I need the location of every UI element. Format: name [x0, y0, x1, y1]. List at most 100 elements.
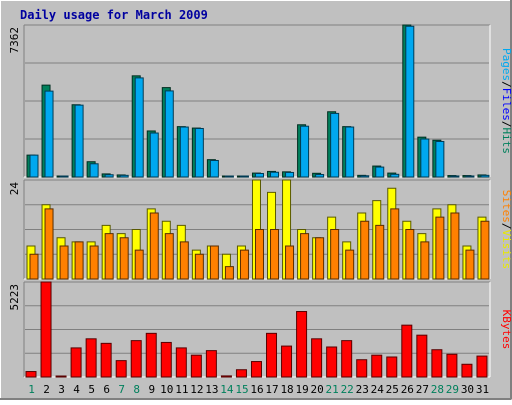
legend-part: KBytes [500, 310, 512, 350]
bar-kbytes [205, 350, 217, 378]
bar-pages [29, 154, 39, 178]
bar-kbytes [371, 354, 383, 378]
bar-pages [194, 127, 204, 178]
x-tick-label: 26 [401, 383, 414, 396]
x-tick-label: 29 [446, 383, 459, 396]
bar-pages [345, 126, 355, 178]
bar-pages [179, 126, 189, 178]
bar-sites [179, 241, 189, 280]
bar-sites [435, 216, 445, 280]
x-tick-label: 17 [265, 383, 278, 396]
bar-pages [164, 90, 174, 178]
bar-sites [480, 220, 490, 280]
x-tick-label: 31 [476, 383, 489, 396]
bar-sites [450, 212, 460, 280]
x-tick-label: 9 [148, 383, 155, 396]
bar-kbytes [40, 281, 52, 378]
bar-kbytes [416, 334, 428, 378]
x-tick-label: 14 [220, 383, 234, 396]
bar-kbytes [175, 347, 187, 378]
bar-sites [390, 208, 400, 280]
bar-sites [59, 245, 69, 280]
bar-kbytes [25, 371, 37, 378]
x-tick-label: 12 [190, 383, 203, 396]
bar-pages [254, 172, 264, 178]
x-tick-label: 19 [295, 383, 308, 396]
bar-kbytes [250, 361, 262, 378]
x-tick-label: 13 [205, 383, 218, 396]
legend-part: / [500, 81, 512, 88]
x-tick-label: 7 [118, 383, 125, 396]
bar-kbytes [476, 355, 488, 378]
bar-pages [465, 175, 475, 178]
x-tick-label: 23 [356, 383, 369, 396]
bar-sites [345, 249, 355, 280]
bar-pages [300, 125, 310, 178]
bar-sites [405, 229, 415, 280]
bar-pages [239, 175, 249, 178]
bar-sites [360, 220, 370, 280]
bar-sites [420, 241, 430, 280]
bar-pages [149, 132, 159, 178]
bar-sites [74, 241, 84, 280]
x-tick-label: 11 [175, 383, 188, 396]
x-tick-label: 6 [103, 383, 110, 396]
x-tick-label: 27 [416, 383, 429, 396]
x-tick-label: 3 [58, 383, 65, 396]
panel-kbytes: 5223 KBytes [8, 281, 512, 378]
x-tick-label: 18 [280, 383, 293, 396]
y-max-label: 5223 [8, 284, 21, 311]
x-tick-label: 28 [431, 383, 444, 396]
bar-sites [44, 208, 54, 280]
bar-kbytes [145, 332, 157, 378]
bar-pages [285, 171, 295, 178]
bar-kbytes [130, 340, 142, 378]
x-tick-label: 2 [43, 383, 50, 396]
bar-kbytes [356, 359, 368, 378]
bar-pages [104, 174, 114, 178]
bar-sites [375, 224, 385, 280]
panel-sites-visits: 24 Sites/Visits [8, 179, 512, 280]
series-legend-label: KBytes [500, 310, 512, 350]
bar-sites [194, 253, 204, 280]
bar-pages [74, 104, 84, 178]
bar-pages [270, 171, 280, 178]
bar-kbytes [431, 349, 443, 378]
bar-pages [360, 175, 370, 178]
bar-sites [254, 229, 264, 280]
legend-part: Sites [500, 190, 512, 223]
bar-kbytes [386, 356, 398, 378]
bar-pages [330, 112, 340, 178]
bar-pages [375, 166, 385, 178]
bar-sites [134, 249, 144, 280]
bar-kbytes [326, 346, 338, 378]
x-tick-label: 22 [341, 383, 354, 396]
x-tick-label: 8 [133, 383, 140, 396]
bar-pages [119, 174, 129, 178]
legend-part: Hits [500, 128, 512, 155]
bar-kbytes [55, 375, 67, 378]
bar-kbytes [85, 338, 97, 378]
series-legend-label: Pages/Files/Hits [500, 48, 512, 154]
bar-sites [465, 249, 475, 280]
bar-kbytes [70, 347, 82, 378]
x-tick-label: 16 [250, 383, 263, 396]
series-legend-label: Sites/Visits [500, 190, 512, 270]
bar-sites [330, 229, 340, 280]
bar-pages [59, 175, 69, 178]
legend-part: Pages [500, 48, 512, 81]
bar-kbytes [281, 345, 293, 378]
bar-sites [239, 249, 249, 280]
bar-kbytes [311, 338, 323, 378]
x-tick-label: 24 [371, 383, 385, 396]
bar-kbytes [266, 332, 278, 378]
bar-pages [405, 25, 415, 178]
bar-pages [134, 77, 144, 178]
bar-kbytes [401, 324, 413, 378]
legend-part: / [500, 121, 512, 128]
bar-kbytes [296, 311, 308, 378]
bar-sites [224, 266, 234, 280]
x-tick-label: 10 [160, 383, 173, 396]
legend-part: Files [500, 88, 512, 121]
